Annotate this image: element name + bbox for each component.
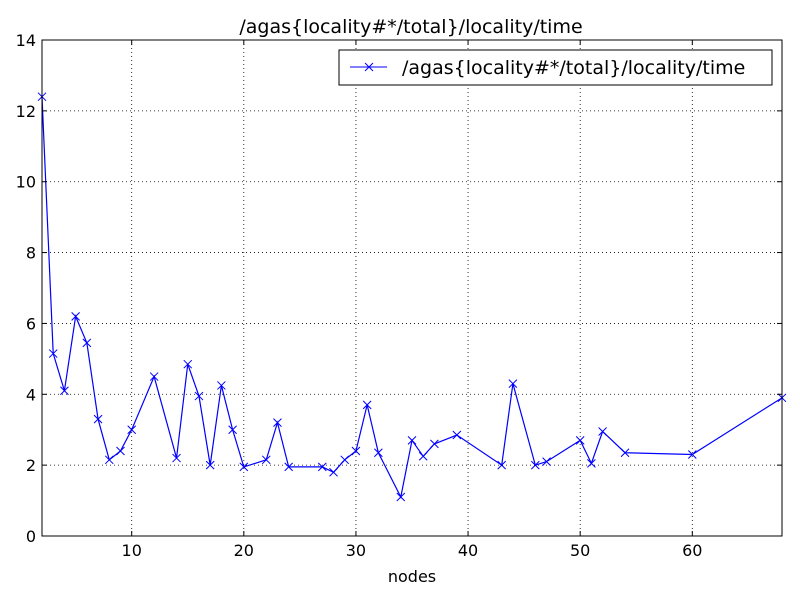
data-point-marker (149, 372, 159, 381)
data-point-marker (452, 430, 462, 440)
data-point-marker (340, 455, 350, 465)
y-tick-label: 6 (26, 314, 36, 333)
data-point-marker (575, 435, 585, 445)
legend-series-label: /agas{locality#*/total}/locality/time (402, 57, 745, 79)
data-point-marker (183, 359, 193, 369)
data-point-marker (71, 311, 80, 321)
data-point-marker (508, 379, 518, 389)
x-tick-label: 60 (682, 541, 702, 560)
chart-title: /agas{locality#*/total}/locality/time (239, 16, 582, 38)
data-point-marker (239, 462, 249, 472)
x-tick-label: 40 (458, 541, 478, 560)
data-point-marker (60, 386, 69, 396)
legend-box (338, 49, 773, 86)
data-point-marker (598, 427, 607, 436)
legend: /agas{locality#*/total}/locality/time (338, 49, 773, 86)
y-tick-label: 14 (16, 31, 36, 50)
data-point-marker (284, 462, 294, 472)
x-tick-label: 30 (346, 541, 366, 560)
axis-ticks: 10 20 30 40 50 60 0 2 4 6 8 10 12 14 (16, 31, 782, 560)
data-point-marker (418, 451, 428, 461)
y-tick-label: 0 (26, 527, 36, 546)
series-layer (37, 92, 787, 502)
x-tick-label: 10 (122, 541, 142, 560)
data-point-marker (497, 460, 507, 470)
data-point-marker (430, 439, 439, 449)
plot-frame (41, 39, 783, 537)
data-point-marker (317, 462, 327, 472)
data-point-marker (620, 448, 630, 458)
data-point-marker (362, 400, 372, 410)
data-point-marker (127, 425, 137, 435)
legend-marker-swatch (364, 62, 374, 72)
y-tick-label: 10 (16, 173, 36, 192)
data-point-marker (351, 446, 361, 456)
x-tick-label: 20 (234, 541, 254, 560)
data-point-marker (104, 455, 114, 465)
data-point-marker (687, 450, 697, 459)
data-point-marker (172, 453, 181, 463)
y-tick-label: 2 (26, 456, 36, 475)
data-point-marker (396, 492, 406, 502)
data-point-marker (82, 338, 92, 348)
data-point-marker (329, 467, 338, 477)
grid-lines (42, 40, 782, 536)
data-point-marker (261, 455, 271, 465)
data-point-marker (116, 446, 125, 456)
y-tick-label: 8 (26, 244, 36, 263)
y-tick-label: 12 (16, 102, 36, 121)
data-point-marker (93, 414, 103, 424)
x-axis-label: nodes (388, 567, 436, 586)
data-point-marker (228, 425, 237, 435)
data-point-marker (407, 435, 417, 445)
data-point-marker (530, 460, 540, 470)
series-line (41, 96, 783, 499)
data-point-marker (217, 381, 226, 390)
data-point-marker (48, 349, 58, 358)
data-point-marker (205, 460, 215, 470)
x-tick-label: 50 (570, 541, 590, 560)
data-point-marker (273, 418, 282, 427)
data-point-marker (194, 391, 204, 401)
data-point-marker (542, 457, 551, 466)
data-point-marker (587, 459, 596, 468)
y-tick-label: 4 (26, 385, 36, 404)
data-point-marker (374, 448, 383, 458)
